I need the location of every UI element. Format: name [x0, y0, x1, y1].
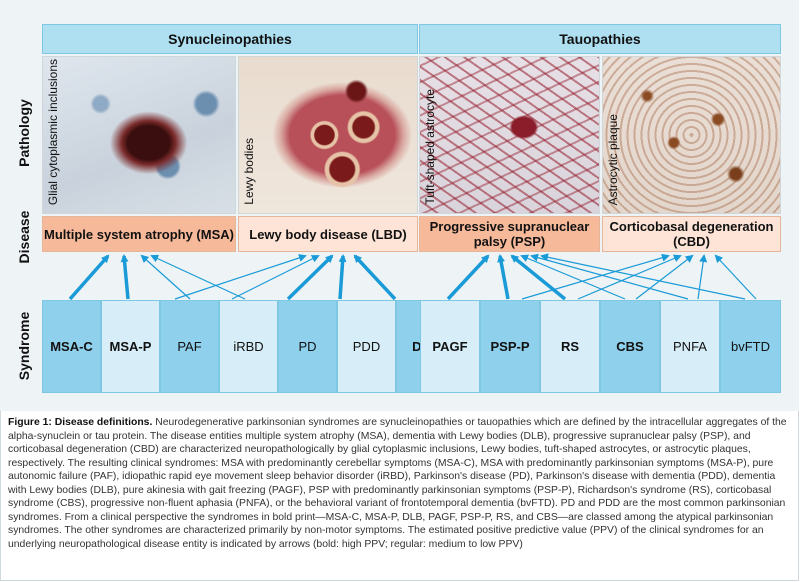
- arrow-paf-msa: [140, 254, 191, 300]
- arrow-rs-psp: [510, 254, 567, 300]
- syndrome-rs: RS: [540, 300, 600, 393]
- arrow-paf-lbd: [174, 254, 307, 300]
- arrow-pd-lbd: [286, 254, 334, 300]
- disease-cbd: Corticobasal degeneration (CBD): [602, 216, 781, 252]
- arrow-bvftd-psp: [540, 253, 746, 300]
- arrow-irbd-msa: [150, 254, 246, 300]
- pathology-image-tuft-shaped-astrocyte: Tuft-shaped astrocyte: [419, 56, 600, 214]
- arrow-cbs-cbd: [635, 254, 694, 300]
- syndrome-cbs: CBS: [600, 300, 660, 393]
- syndrome-psp-p: PSP-P: [480, 300, 540, 393]
- syndrome-pdd: PDD: [337, 300, 396, 393]
- pathology-image-glial-cytoplasmic-inclusions: Glial cytoplasmic inclusions: [42, 56, 236, 214]
- header-synucleinopathies: Synucleinopathies: [42, 24, 418, 54]
- syndrome-bvftd: bvFTD: [720, 300, 781, 393]
- syndrome-paf: PAF: [160, 300, 219, 393]
- pathology-image-lewy-bodies: Lewy bodies: [238, 56, 418, 214]
- arrow-pspp-psp: [497, 254, 510, 300]
- arrow-pnfa-psp: [530, 253, 689, 300]
- arrow-rs-cbd: [577, 254, 682, 300]
- disease-msa: Multiple system atrophy (MSA): [42, 216, 236, 252]
- caption-title: Figure 1: Disease definitions.: [8, 417, 153, 428]
- syndrome-pd: PD: [278, 300, 337, 393]
- syndrome-msa-p: MSA-P: [101, 300, 160, 393]
- disease-psp: Progressive supranuclear palsy (PSP): [419, 216, 600, 252]
- header-tauopathies: Tauopathies: [419, 24, 781, 54]
- syndrome-irbd: iRBD: [219, 300, 278, 393]
- syndrome-pnfa: PNFA: [660, 300, 720, 393]
- ppv-arrows: [68, 253, 757, 300]
- syndrome-msa-c: MSA-C: [42, 300, 101, 393]
- arrow-bvftd-cbd: [714, 254, 757, 300]
- pathology-image-astrocytic-plaque: Astrocytic plaque: [602, 56, 781, 214]
- arrow-pspp-cbd: [521, 253, 670, 300]
- arrow-cbs-psp: [520, 254, 626, 300]
- arrow-pagf-psp: [446, 254, 490, 300]
- caption-text: Neurodegenerative parkinsonian syndromes…: [8, 417, 787, 550]
- figure-caption: Figure 1: Disease definitions. Neurodege…: [8, 416, 792, 551]
- arrow-msac-msa: [68, 254, 110, 300]
- disease-lbd: Lewy body disease (LBD): [238, 216, 418, 252]
- row-label-syndrome: Syndrome: [16, 311, 32, 381]
- arrow-dlb-lbd: [353, 254, 397, 300]
- arrow-pnfa-cbd: [697, 254, 708, 300]
- arrow-pdd-lbd: [338, 254, 347, 300]
- syndrome-pagf: PAGF: [420, 300, 480, 393]
- arrow-msap-msa: [120, 254, 130, 300]
- arrow-irbd-lbd: [231, 255, 320, 300]
